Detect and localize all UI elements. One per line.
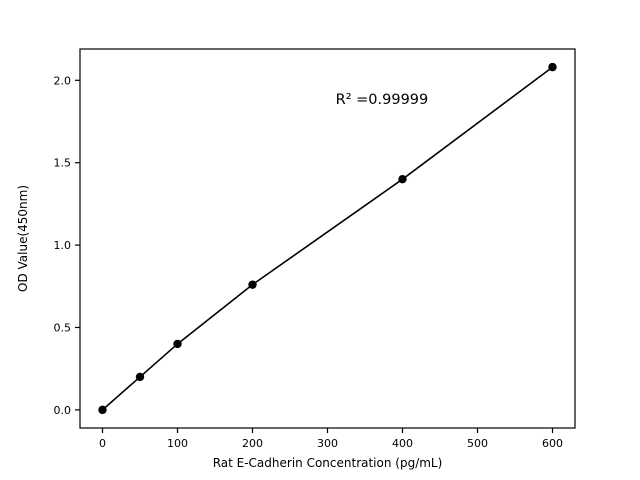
y-tick-label: 1.0 [54, 239, 72, 252]
x-tick-label: 400 [392, 437, 413, 450]
x-tick-label: 600 [542, 437, 563, 450]
data-point [135, 372, 145, 382]
data-point [98, 405, 107, 415]
fit-line [101, 66, 553, 411]
x-tick-label: 0 [99, 437, 106, 450]
x-tick-label: 200 [242, 437, 263, 450]
x-tick-label: 100 [167, 437, 188, 450]
data-point [173, 339, 182, 349]
y-tick-label: 2.0 [54, 74, 72, 87]
data-point [398, 174, 407, 184]
y-axis-label: OD Value(450nm) [16, 185, 30, 292]
x-tick-label: 500 [467, 437, 488, 450]
y-tick-label: 1.5 [54, 157, 72, 170]
data-point [548, 62, 557, 72]
y-tick-label: 0.5 [54, 321, 72, 334]
y-tick-label: 0.0 [54, 404, 72, 417]
x-tick-label: 300 [317, 437, 338, 450]
r-squared-annotation: R² =0.99999 [336, 92, 429, 108]
data-point [248, 280, 257, 289]
x-axis-label: Rat E-Cadherin Concentration (pg/mL) [213, 456, 443, 470]
